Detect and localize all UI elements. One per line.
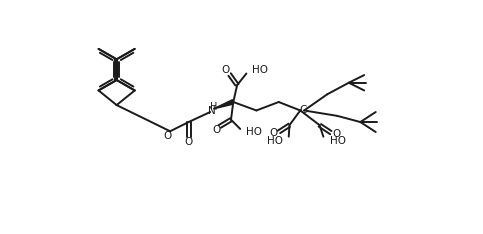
Text: O: O [222, 65, 230, 75]
Text: O: O [332, 129, 341, 139]
Text: O: O [164, 131, 172, 141]
Text: N: N [208, 106, 215, 116]
Text: O: O [185, 137, 193, 147]
Text: HO: HO [252, 66, 268, 75]
Text: HO: HO [329, 136, 345, 146]
Text: O: O [269, 128, 277, 138]
Text: HO: HO [246, 127, 262, 137]
Text: C: C [299, 106, 307, 115]
Polygon shape [213, 100, 232, 109]
Text: H: H [211, 102, 218, 112]
Text: HO: HO [268, 135, 284, 146]
Text: O: O [212, 125, 220, 135]
